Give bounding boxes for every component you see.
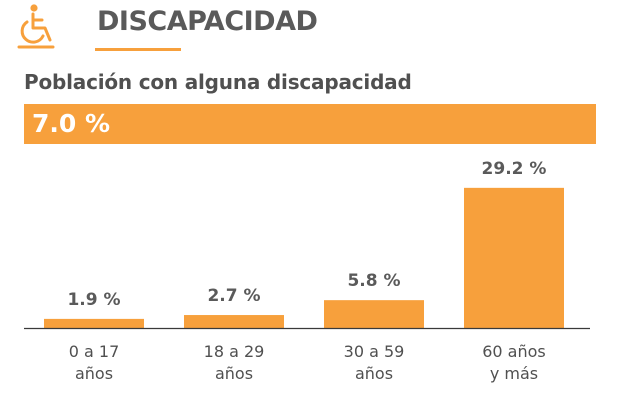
category-label-0-line-0: 0 a 17: [69, 342, 120, 361]
page-title: DISCAPACIDAD: [97, 6, 318, 37]
data-label-0: 1.9 %: [67, 290, 120, 310]
category-label-0-line-1: años: [75, 364, 113, 383]
data-label-1: 2.7 %: [207, 286, 260, 306]
category-label-1-line-1: años: [215, 364, 253, 383]
bar-3: [464, 187, 564, 328]
bar-2: [324, 300, 424, 328]
data-label-2: 5.8 %: [347, 271, 400, 291]
category-label-3-line-0: 60 años: [482, 342, 546, 361]
wheelchair-icon: [17, 4, 55, 49]
category-label-2-line-1: años: [355, 364, 393, 383]
category-label-3-line-1: y más: [490, 364, 538, 383]
category-label-2-line-0: 30 a 59: [344, 342, 405, 361]
bar-1: [184, 315, 284, 328]
category-label-1-line-0: 18 a 29: [204, 342, 265, 361]
data-label-3: 29.2 %: [482, 160, 547, 179]
bar-0: [44, 318, 144, 328]
summary-label: Población con alguna discapacidad: [24, 70, 412, 94]
age-group-bar-chart: 1.9 % 0 a 17 años 2.7 % 18 a 29 años 5.8 % 30 a…: [24, 160, 590, 383]
title-underline: [95, 48, 181, 51]
summary-value-bar: 7.0 %: [24, 104, 596, 144]
